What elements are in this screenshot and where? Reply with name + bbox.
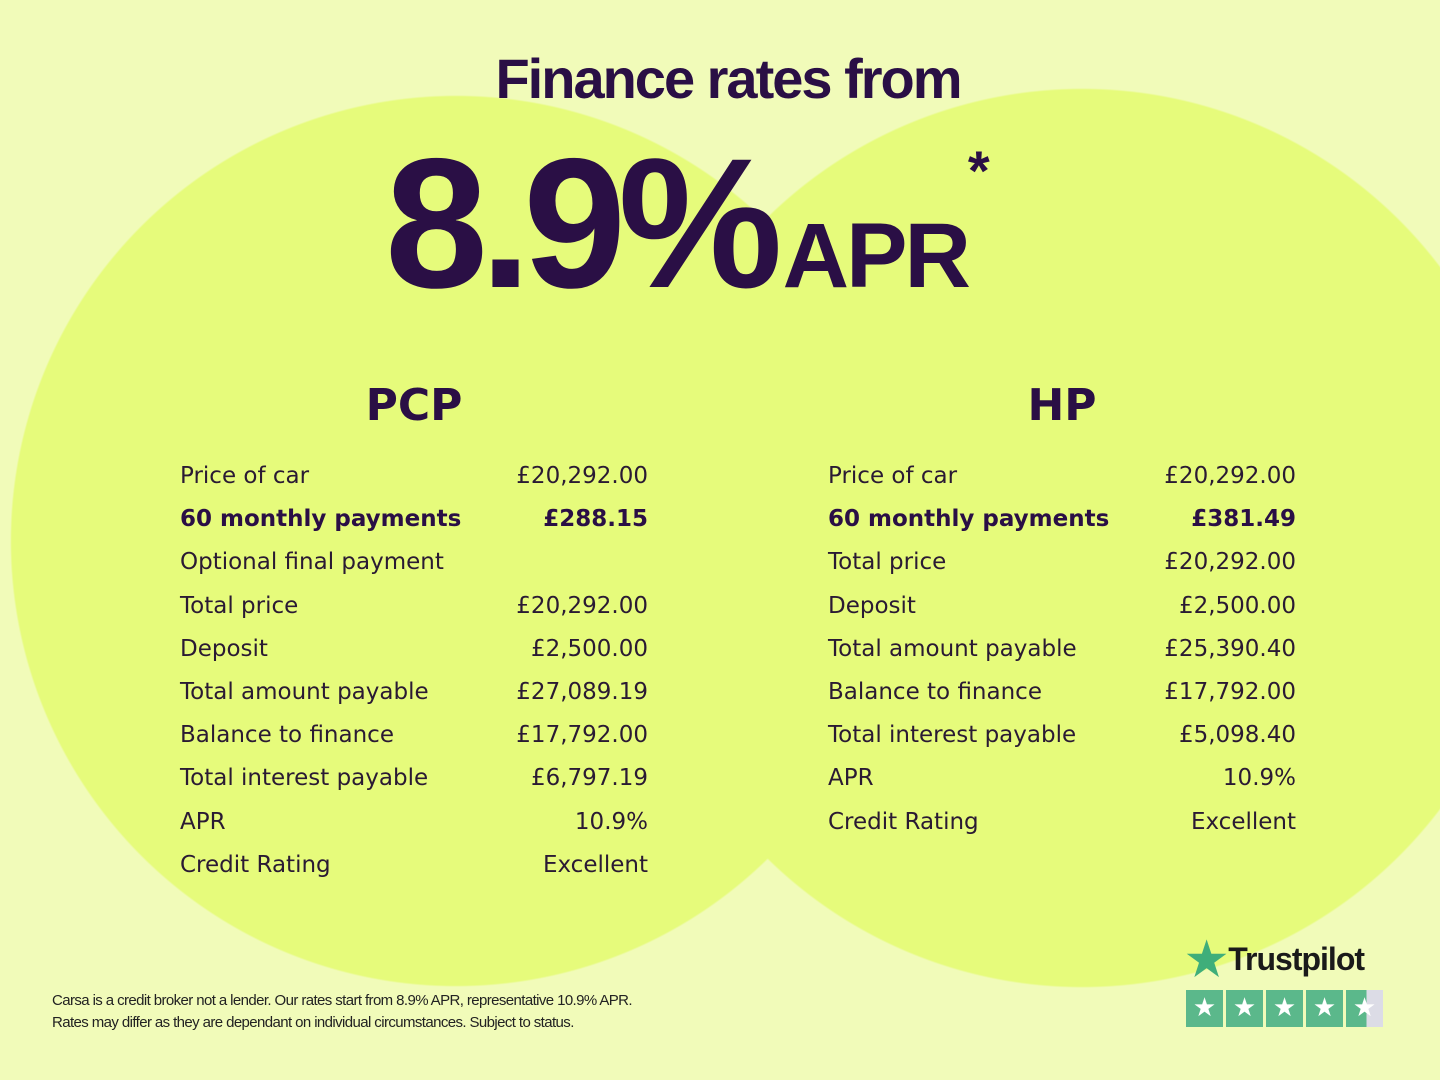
table-row: Credit Rating Excellent (180, 849, 648, 892)
trustpilot-name: Trustpilot (1228, 940, 1365, 977)
row-value: Excellent (542, 851, 648, 878)
pcp-title: PCP (365, 380, 463, 431)
table-row: Total price £20,292.00 (828, 546, 1296, 589)
trustpilot-logo: ★ Trustpilot (1186, 936, 1383, 982)
row-value: 10.9% (1222, 765, 1296, 792)
headline-rate: 8.9%APR* (385, 118, 990, 330)
row-value: £20,292.00 (516, 592, 648, 619)
row-label: Credit Rating (828, 808, 979, 835)
table-row: Price of car £20,292.00 (180, 460, 648, 503)
row-label: 60 monthly payments (180, 506, 462, 533)
trustpilot-badge: ★ Trustpilot ★ ★ ★ ★ ★ (1186, 936, 1383, 1027)
disclaimer: Carsa is a credit broker not a lender. O… (52, 990, 633, 1034)
rating-star-icon: ★ (1346, 990, 1383, 1027)
table-row: Balance to finance £17,792.00 (828, 676, 1296, 719)
row-value: £20,292.00 (516, 463, 648, 489)
disclaimer-line-2: Rates may differ as they are dependant o… (52, 1014, 574, 1031)
table-row: Total price £20,292.00 (180, 590, 648, 633)
row-label: Balance to finance (180, 722, 394, 749)
rating-star-icon: ★ (1186, 990, 1223, 1027)
headline: Finance rates from (495, 47, 962, 110)
row-value: £381.49 (1191, 506, 1296, 533)
row-label: Total interest payable (180, 765, 429, 792)
row-label: Deposit (180, 635, 268, 662)
row-value: £25,390.40 (1164, 635, 1296, 662)
row-value: £20,292.00 (1164, 549, 1296, 576)
row-label: Price of car (828, 463, 958, 489)
disclaimer-line-1: Carsa is a credit broker not a lender. O… (52, 992, 633, 1009)
row-label: Price of car (180, 463, 310, 489)
row-value: £17,792.00 (1164, 678, 1296, 705)
row-label: Balance to finance (828, 678, 1042, 705)
row-label: Optional final payment (180, 549, 444, 576)
row-value: 10.9% (574, 808, 648, 835)
row-value: £6,797.19 (530, 765, 648, 792)
row-value: £2,500.00 (1178, 592, 1296, 619)
row-label: Total price (828, 549, 947, 576)
row-value: £27,089.19 (516, 678, 648, 705)
table-row: Balance to finance £17,792.00 (180, 719, 648, 762)
row-label: APR (828, 765, 874, 792)
rating-star-icon: ★ (1266, 990, 1303, 1027)
table-row: Price of car £20,292.00 (828, 460, 1296, 503)
row-value: Excellent (1190, 808, 1296, 835)
table-row: Total amount payable £27,089.19 (180, 676, 648, 719)
row-label: Total amount payable (828, 635, 1077, 662)
star-icon: ★ (1186, 933, 1227, 985)
table-row: Total amount payable £25,390.40 (828, 633, 1296, 676)
table-row: Deposit £2,500.00 (828, 590, 1296, 633)
row-label: Total amount payable (180, 678, 429, 705)
row-label: APR (180, 808, 226, 835)
pcp-table: PCP Price of car £20,292.00 60 monthly pay… (180, 378, 648, 892)
row-value: £20,292.00 (1164, 463, 1296, 489)
row-value: £2,500.00 (530, 635, 648, 662)
row-label: Total interest payable (828, 722, 1077, 749)
row-label: 60 monthly payments (828, 506, 1110, 533)
row-label: Credit Rating (180, 851, 331, 878)
row-label: Total price (180, 592, 299, 619)
row-value: £17,792.00 (516, 722, 648, 749)
hp-table: HP Price of car £20,292.00 60 monthly paym… (828, 378, 1296, 849)
row-value: £288.15 (543, 506, 648, 533)
table-row: Total interest payable £6,797.19 (180, 762, 648, 805)
rating-star-icon: ★ (1306, 990, 1343, 1027)
table-row: Optional final payment (180, 546, 648, 589)
table-row: APR 10.9% (180, 806, 648, 849)
table-row: APR 10.9% (828, 762, 1296, 805)
table-row: Deposit £2,500.00 (180, 633, 648, 676)
rate-value: 8.9% (385, 121, 783, 327)
table-row: 60 monthly payments £288.15 (180, 503, 648, 546)
hp-title: HP (1027, 380, 1097, 431)
row-label: Deposit (828, 592, 916, 619)
trustpilot-rating: ★ ★ ★ ★ ★ (1186, 990, 1383, 1027)
rate-asterisk: * (967, 139, 990, 202)
table-row: Credit Rating Excellent (828, 806, 1296, 849)
table-row: 60 monthly payments £381.49 (828, 503, 1296, 546)
rate-suffix: APR (782, 205, 971, 307)
table-row: Total interest payable £5,098.40 (828, 719, 1296, 762)
row-value: £5,098.40 (1178, 722, 1296, 749)
rating-star-icon: ★ (1226, 990, 1263, 1027)
